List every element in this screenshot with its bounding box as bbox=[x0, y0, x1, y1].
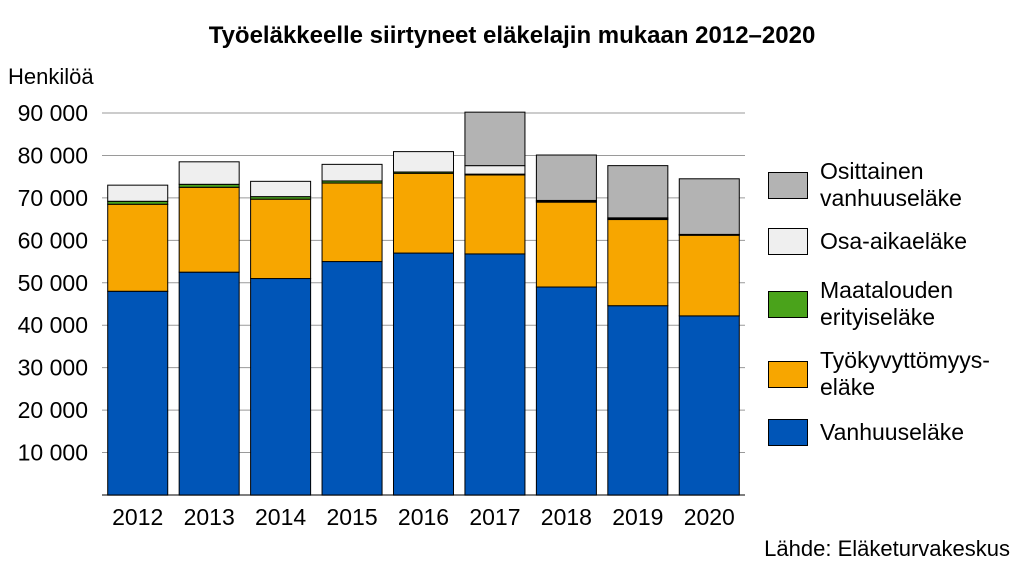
x-tick-label: 2015 bbox=[326, 504, 377, 530]
bar-segment bbox=[464, 165, 526, 175]
bar-segment bbox=[392, 172, 455, 254]
y-tick-label: 60 000 bbox=[18, 227, 88, 253]
y-tick-label: 70 000 bbox=[18, 185, 88, 211]
bar-segment bbox=[178, 161, 240, 185]
legend-item-maatalous: Maatalouden erityiseläke bbox=[768, 277, 1018, 331]
bar-segment bbox=[607, 219, 669, 307]
y-axis-label: Henkilöä bbox=[8, 64, 94, 89]
x-tick-label: 2018 bbox=[541, 504, 592, 530]
bar-segment bbox=[678, 315, 740, 496]
legend-label: Vanhuuseläke bbox=[820, 419, 965, 445]
source-note: Lähde: Eläketurvakeskus bbox=[764, 536, 1010, 561]
bar-segment bbox=[535, 286, 597, 496]
bar-segment bbox=[464, 174, 526, 255]
x-tick-label: 2020 bbox=[684, 504, 735, 530]
x-tick-label: 2017 bbox=[469, 504, 520, 530]
bar-segment bbox=[392, 252, 455, 496]
legend: Osittainen vanhuuseläke Osa-aikaeläke Maa… bbox=[768, 158, 1018, 446]
bar-segment bbox=[535, 201, 597, 288]
bar-segment bbox=[607, 165, 669, 219]
legend-item-vanhuus: Vanhuuseläke bbox=[768, 419, 1018, 446]
x-tick-label: 2014 bbox=[255, 504, 306, 530]
legend-swatch bbox=[768, 228, 808, 255]
bar-segment bbox=[178, 271, 240, 496]
legend-swatch bbox=[768, 171, 808, 199]
legend-item-osittainen: Osittainen vanhuuseläke bbox=[768, 158, 1018, 212]
y-tick-label: 40 000 bbox=[18, 312, 88, 338]
bar-segment bbox=[321, 182, 383, 263]
legend-label: erityiseläke bbox=[820, 304, 936, 330]
bar-segment bbox=[607, 305, 669, 496]
legend-item-osa-aika: Osa-aikaeläke bbox=[768, 228, 1018, 255]
bar-segment bbox=[535, 154, 597, 201]
chart-plot: 10 000 20 000 30 000 40 000 50 000 60 000 70 0… bbox=[18, 100, 745, 530]
bar-segment bbox=[250, 278, 312, 496]
legend-swatch bbox=[768, 290, 808, 318]
x-tick-label: 2013 bbox=[184, 504, 235, 530]
bar-segment bbox=[107, 203, 169, 292]
legend-label: vanhuuseläke bbox=[820, 185, 962, 211]
bar-segment bbox=[678, 234, 740, 317]
legend-label: Osittainen bbox=[820, 158, 924, 184]
bar-segment bbox=[250, 180, 312, 198]
y-tick-label: 90 000 bbox=[18, 100, 88, 126]
y-tick-label: 20 000 bbox=[18, 397, 88, 423]
legend-label: Osa-aikaeläke bbox=[820, 228, 968, 254]
y-tick-label: 80 000 bbox=[18, 142, 88, 168]
x-tick-label: 2012 bbox=[112, 504, 163, 530]
bar-segment bbox=[392, 151, 455, 173]
bar-segment bbox=[464, 253, 526, 496]
y-tick-label: 10 000 bbox=[18, 440, 88, 466]
bar-segment bbox=[678, 178, 740, 235]
bar-segment bbox=[321, 163, 383, 182]
legend-label: Työkyvyttömyys- bbox=[820, 347, 990, 373]
legend-label: Maatalouden bbox=[820, 277, 953, 303]
bar-segment bbox=[178, 186, 240, 273]
bar-segment bbox=[250, 198, 312, 280]
x-tick-label: 2019 bbox=[612, 504, 663, 530]
bar-segment bbox=[321, 261, 383, 496]
y-tick-label: 50 000 bbox=[18, 270, 88, 296]
legend-item-tyokyvyttomyys: Työkyvyttömyys-eläke bbox=[768, 347, 1018, 401]
legend-swatch bbox=[768, 419, 808, 446]
legend-swatch bbox=[768, 360, 808, 388]
bar-segment bbox=[107, 290, 169, 496]
chart-title: Työeläkkeelle siirtyneet eläkelajin muka… bbox=[208, 22, 816, 49]
x-tick-label: 2016 bbox=[398, 504, 449, 530]
legend-label: eläke bbox=[820, 374, 875, 400]
bar-segment bbox=[107, 184, 169, 202]
bar-segment bbox=[464, 111, 526, 167]
y-tick-label: 30 000 bbox=[18, 355, 88, 381]
